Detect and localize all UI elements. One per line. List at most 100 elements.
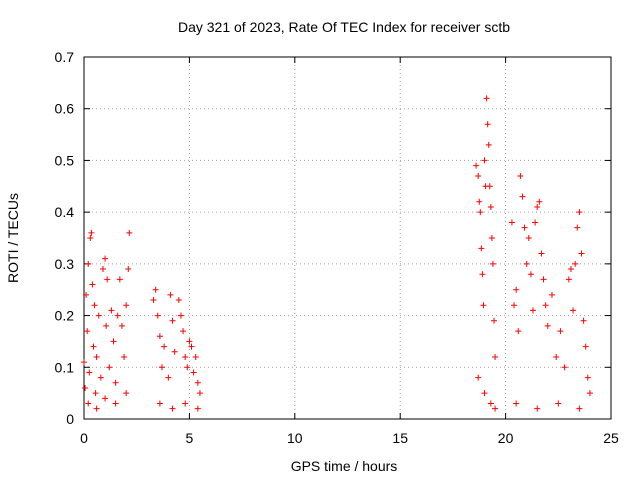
data-point xyxy=(586,390,593,397)
data-point xyxy=(578,250,585,257)
data-point xyxy=(188,343,195,350)
data-point xyxy=(485,141,492,148)
data-point xyxy=(194,405,201,412)
data-point xyxy=(190,369,197,376)
data-point xyxy=(156,400,163,407)
data-point xyxy=(104,276,111,283)
data-point xyxy=(91,302,98,309)
data-point xyxy=(479,271,486,278)
x-axis-label: GPS time / hours xyxy=(291,458,398,474)
data-point xyxy=(492,405,499,412)
data-point xyxy=(85,400,92,407)
data-point xyxy=(150,297,157,304)
data-point xyxy=(165,374,172,381)
data-point xyxy=(478,245,485,252)
data-point xyxy=(534,405,541,412)
data-point xyxy=(513,286,520,293)
data-point xyxy=(92,390,99,397)
data-point xyxy=(196,390,203,397)
data-point xyxy=(167,291,174,298)
data-point xyxy=(534,203,541,210)
data-point xyxy=(530,307,537,314)
data-point xyxy=(175,297,182,304)
data-point xyxy=(194,379,201,386)
data-point xyxy=(192,353,199,360)
data-point xyxy=(542,302,549,309)
data-point xyxy=(110,338,117,345)
data-point xyxy=(475,172,482,179)
data-point xyxy=(584,374,591,381)
data-point xyxy=(570,307,577,314)
data-point xyxy=(169,405,176,412)
data-point xyxy=(475,374,482,381)
data-point xyxy=(169,317,176,324)
data-point xyxy=(548,291,555,298)
data-point xyxy=(93,405,100,412)
data-point xyxy=(487,400,494,407)
grid xyxy=(84,57,611,419)
data-point xyxy=(576,405,583,412)
x-tick-label: 15 xyxy=(392,430,408,446)
data-point xyxy=(473,162,480,169)
data-point xyxy=(114,312,121,319)
y-tick-label: 0.5 xyxy=(55,152,75,168)
data-point xyxy=(118,322,125,329)
data-point xyxy=(538,250,545,257)
data-point xyxy=(97,374,104,381)
data-point xyxy=(557,328,564,335)
data-point xyxy=(525,235,532,241)
data-point xyxy=(527,271,534,278)
data-point xyxy=(89,281,96,288)
data-point xyxy=(112,400,119,407)
y-tick-labels: 0 0.1 0.2 0.3 0.4 0.5 0.6 0.7 xyxy=(55,49,75,427)
data-point xyxy=(123,390,130,397)
x-tick-labels: 0 5 10 15 20 25 xyxy=(80,430,619,446)
y-tick-label: 0.2 xyxy=(55,308,75,324)
data-point xyxy=(180,328,187,335)
data-point xyxy=(182,400,189,407)
y-tick-label: 0.7 xyxy=(55,49,75,65)
data-point xyxy=(81,359,87,366)
data-point xyxy=(576,209,583,216)
data-point xyxy=(521,224,528,231)
data-point xyxy=(481,390,488,397)
data-point xyxy=(126,229,133,236)
data-point xyxy=(480,302,487,309)
data-point xyxy=(582,343,589,350)
data-point xyxy=(481,157,488,164)
data-point xyxy=(106,364,113,371)
data-point xyxy=(121,353,128,360)
data-point xyxy=(565,276,572,283)
data-point xyxy=(511,302,518,309)
x-tick-label: 10 xyxy=(287,430,303,446)
data-point xyxy=(555,400,562,407)
chart-title: Day 321 of 2023, Rate Of TEC Index for r… xyxy=(178,19,510,35)
x-tick-label: 20 xyxy=(498,430,514,446)
data-point xyxy=(83,291,90,298)
data-point xyxy=(158,364,165,371)
data-points xyxy=(81,95,593,412)
y-tick-label: 0.4 xyxy=(55,204,75,220)
data-point xyxy=(154,312,161,319)
data-point xyxy=(116,276,123,283)
data-point xyxy=(477,209,484,216)
data-point xyxy=(102,255,109,262)
data-point xyxy=(540,276,547,283)
data-point xyxy=(102,395,109,402)
data-point xyxy=(88,229,95,236)
data-point xyxy=(513,400,520,407)
x-tick-label: 0 xyxy=(80,430,88,446)
data-point xyxy=(184,364,191,371)
data-point xyxy=(93,353,100,360)
data-point xyxy=(567,266,574,273)
data-point xyxy=(519,193,526,200)
data-point xyxy=(112,379,119,386)
axis-ticks xyxy=(83,56,612,420)
data-point xyxy=(580,317,587,324)
data-point xyxy=(108,307,115,314)
data-point xyxy=(572,260,579,267)
y-tick-label: 0 xyxy=(66,411,74,427)
data-point xyxy=(536,198,543,205)
data-point xyxy=(532,219,539,226)
